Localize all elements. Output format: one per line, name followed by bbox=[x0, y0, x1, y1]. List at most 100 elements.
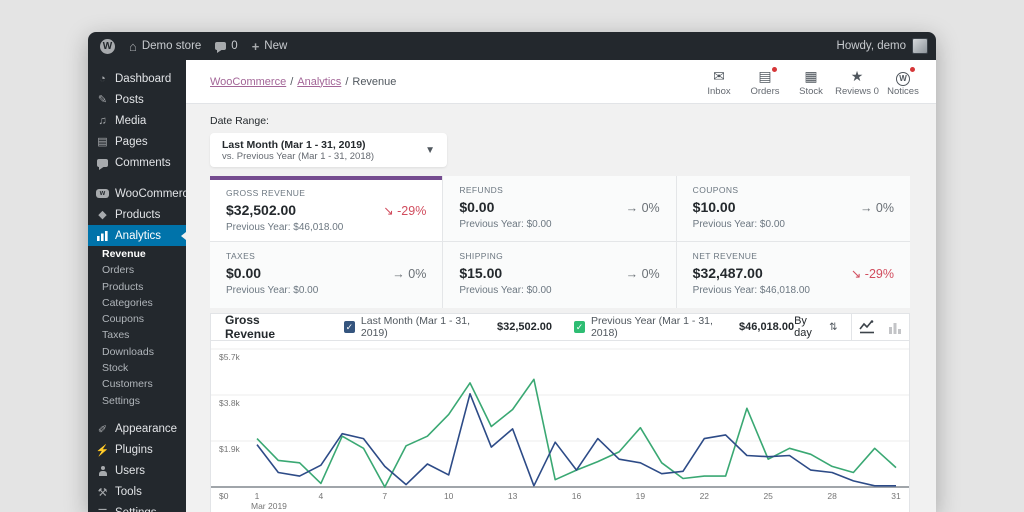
submenu-item-settings[interactable]: Settings bbox=[102, 394, 140, 407]
menu-separator bbox=[88, 409, 186, 419]
updown-arrows-icon: ⇅ bbox=[829, 321, 838, 333]
unread-badge bbox=[910, 67, 915, 72]
activity-tab-orders[interactable]: ▤ Orders bbox=[742, 66, 788, 97]
tile-value: $15.00 bbox=[459, 265, 503, 281]
legend-value: $32,502.00 bbox=[496, 321, 553, 333]
tile-value: $32,487.00 bbox=[692, 265, 763, 281]
sidebar-item-appearance[interactable]: ✐ Appearance bbox=[88, 419, 186, 440]
sidebar-item-products[interactable]: ◆ Products bbox=[88, 204, 186, 225]
x-axis-tick-label: 4 bbox=[319, 491, 324, 501]
sidebar-item-settings[interactable]: ☰ Settings bbox=[88, 503, 186, 512]
wordpress-icon: W bbox=[896, 67, 915, 86]
sidebar-item-posts[interactable]: ✎ Posts bbox=[88, 89, 186, 110]
date-range-section: Date Range: Last Month (Mar 1 - 31, 2019… bbox=[210, 115, 912, 167]
account-menu[interactable]: Howdy, demo bbox=[837, 38, 936, 54]
comments-counter[interactable]: 0 bbox=[215, 40, 238, 53]
summary-tile-shipping[interactable]: SHIPPING $15.00 → 0% Previous Year: $0.00 bbox=[443, 242, 677, 308]
comment-bubble-icon bbox=[215, 42, 227, 53]
last-month-line bbox=[256, 392, 896, 487]
sidebar-item-woocommerce[interactable]: w WooCommerce bbox=[88, 183, 186, 204]
bar-chart-toggle-button[interactable] bbox=[881, 314, 909, 341]
sidebar-item-comments[interactable]: Comments bbox=[88, 152, 186, 173]
analytics-topbar: WooCommerce / Analytics / Revenue ✉ Inbox ▤ Ord… bbox=[186, 60, 936, 104]
tile-delta: → 0% bbox=[859, 201, 894, 215]
tile-delta: ↘ -29% bbox=[383, 204, 427, 218]
legend-item-last-month[interactable]: ✓ Last Month (Mar 1 - 31, 2019) $32,502.00 bbox=[344, 315, 552, 339]
sidebar-item-label: Plugins bbox=[115, 444, 153, 457]
y-axis-tick-label: $3.8k bbox=[219, 398, 241, 408]
breadcrumb-revenue: Revenue bbox=[352, 75, 397, 88]
tile-previous-value: Previous Year: $0.00 bbox=[692, 219, 785, 230]
summary-tile-gross-revenue[interactable]: GROSS REVENUE $32,502.00 ↘ -29% Previous Ye… bbox=[210, 176, 444, 242]
browser-window: W ⌂ Demo store 0 + New Howdy, demo ◔ Dash… bbox=[88, 32, 936, 512]
submenu-item-coupons[interactable]: Coupons bbox=[102, 313, 145, 326]
x-axis-month-label: Mar 2019 bbox=[251, 501, 287, 511]
y-axis-tick-label: $5.7k bbox=[219, 352, 241, 362]
admin-sidebar: ◔ Dashboard ✎ Posts ♫ Media ▤ Pages Comments w Woo… bbox=[88, 60, 186, 512]
summary-tile-coupons[interactable]: COUPONS $10.00 → 0% Previous Year: $0.00 bbox=[676, 176, 910, 242]
breadcrumb-analytics[interactable]: Analytics bbox=[297, 75, 342, 88]
tile-value: $32,502.00 bbox=[226, 202, 297, 218]
summary-tile-net-revenue[interactable]: NET REVENUE $32,487.00 ↘ -29% Previous Year… bbox=[676, 242, 910, 308]
activity-tab-reviews-0[interactable]: ★ Reviews 0 bbox=[834, 66, 880, 97]
activity-tab-notices[interactable]: W Notices bbox=[880, 66, 926, 97]
sidebar-item-users[interactable]: Users bbox=[88, 461, 186, 482]
tile-delta: ↘ -29% bbox=[850, 267, 894, 281]
sidebar-item-label: Tools bbox=[115, 486, 142, 499]
submenu-item-taxes[interactable]: Taxes bbox=[102, 329, 130, 342]
legend-label: Last Month (Mar 1 - 31, 2019) bbox=[360, 315, 471, 339]
submenu-item-stock[interactable]: Stock bbox=[102, 362, 129, 375]
sidebar-item-label: Dashboard bbox=[115, 72, 172, 85]
line-chart-icon bbox=[858, 320, 874, 334]
breadcrumb-separator: / bbox=[345, 75, 349, 88]
content-area: WooCommerce / Analytics / Revenue ✉ Inbox ▤ Ord… bbox=[186, 60, 936, 512]
site-name-menu[interactable]: ⌂ Demo store bbox=[129, 39, 201, 54]
line-chart-toggle-button[interactable] bbox=[852, 314, 880, 341]
submenu-item-categories[interactable]: Categories bbox=[102, 296, 153, 309]
x-axis-tick-label: 28 bbox=[827, 491, 837, 501]
submenu-item-downloads[interactable]: Downloads bbox=[102, 345, 154, 358]
wrench-icon: ⚒ bbox=[97, 486, 108, 499]
tile-label: REFUNDS bbox=[459, 185, 504, 195]
activity-tab-inbox[interactable]: ✉ Inbox bbox=[696, 66, 742, 97]
tile-value: $0.00 bbox=[226, 265, 262, 281]
x-axis-tick-label: 19 bbox=[636, 491, 646, 501]
legend-value: $46,018.00 bbox=[739, 321, 795, 333]
summary-tiles: GROSS REVENUE $32,502.00 ↘ -29% Previous Ye… bbox=[210, 176, 910, 308]
active-menu-arrow bbox=[181, 231, 186, 240]
wp-admin-bar: W ⌂ Demo store 0 + New Howdy, demo bbox=[88, 32, 936, 60]
interval-select[interactable]: By day ⇅ bbox=[794, 315, 851, 339]
checkbox-checked-icon: ✓ bbox=[344, 321, 355, 333]
tile-value: $10.00 bbox=[692, 199, 736, 215]
tile-value: $0.00 bbox=[459, 199, 495, 215]
sidebar-item-media[interactable]: ♫ Media bbox=[88, 110, 186, 131]
activity-tab-stock[interactable]: ▦ Stock bbox=[788, 66, 834, 97]
sidebar-item-plugins[interactable]: ⚡ Plugins bbox=[88, 440, 186, 461]
date-range-dropdown[interactable]: Last Month (Mar 1 - 31, 2019) vs. Previo… bbox=[210, 133, 447, 167]
sidebar-item-pages[interactable]: ▤ Pages bbox=[88, 131, 186, 152]
sidebar-item-label: Media bbox=[115, 114, 147, 127]
submenu-item-customers[interactable]: Customers bbox=[102, 378, 153, 391]
wordpress-logo-icon[interactable]: W bbox=[100, 38, 115, 54]
activity-tab-label: Orders bbox=[750, 86, 780, 97]
tile-label: TAXES bbox=[226, 251, 256, 261]
x-axis-tick-label: 13 bbox=[508, 491, 518, 501]
interval-value: By day bbox=[794, 315, 812, 339]
submenu-item-products[interactable]: Products bbox=[102, 280, 144, 293]
sidebar-item-dashboard[interactable]: ◔ Dashboard bbox=[88, 68, 186, 89]
breadcrumb-separator: / bbox=[290, 75, 294, 88]
new-content-menu[interactable]: + New bbox=[252, 39, 288, 54]
submenu-item-orders[interactable]: Orders bbox=[102, 264, 135, 277]
sidebar-item-label: Appearance bbox=[115, 423, 178, 436]
chart-plot-area[interactable]: $5.7k $3.8k $1.9k $0 1 4 7 10 13 16 19 22 25 28 31 Mar … bbox=[211, 341, 909, 512]
sidebar-item-analytics[interactable]: Analytics bbox=[88, 225, 186, 246]
sidebar-item-label: Settings bbox=[115, 507, 157, 512]
breadcrumb-woocommerce[interactable]: WooCommerce bbox=[210, 75, 287, 88]
sidebar-item-tools[interactable]: ⚒ Tools bbox=[88, 482, 186, 503]
sidebar-item-label: Products bbox=[115, 208, 161, 221]
products-icon: ◆ bbox=[98, 209, 107, 221]
legend-item-previous-year[interactable]: ✓ Previous Year (Mar 1 - 31, 2018) $46,018… bbox=[574, 315, 794, 339]
summary-tile-refunds[interactable]: REFUNDS $0.00 → 0% Previous Year: $0.00 bbox=[443, 176, 677, 242]
submenu-item-revenue[interactable]: Revenue bbox=[102, 248, 146, 260]
summary-tile-taxes[interactable]: TAXES $0.00 → 0% Previous Year: $0.00 bbox=[210, 242, 444, 308]
